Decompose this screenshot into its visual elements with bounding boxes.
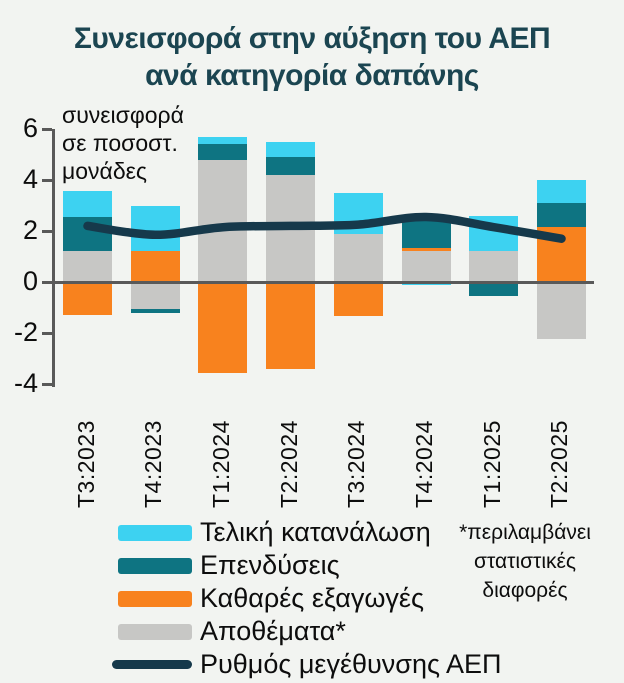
bar-segment bbox=[536, 202, 586, 228]
x-tick-label: T3:2023 bbox=[72, 420, 99, 508]
bar-segment bbox=[536, 282, 586, 340]
y-tick-label: 6 bbox=[22, 113, 38, 143]
x-tick-label: T2:2025 bbox=[546, 420, 573, 508]
bar-segment bbox=[536, 227, 586, 282]
x-tick-label: T3:2024 bbox=[343, 420, 370, 508]
legend-swatch-icon bbox=[118, 590, 192, 607]
x-tick-label: T1:2025 bbox=[478, 420, 505, 508]
bar-segment bbox=[130, 251, 180, 282]
legend: Τελική κατανάλωση Επενδύσεις Καθαρές εξαγω… bbox=[112, 516, 502, 681]
y-tick-label: 0 bbox=[22, 266, 38, 296]
x-tick-label: T2:2024 bbox=[275, 420, 302, 508]
footnote: *περιλαμβάνει στατιστικές διαφορές bbox=[459, 521, 591, 602]
legend-line-swatch-icon bbox=[112, 660, 192, 669]
y-tick-mark bbox=[42, 281, 52, 284]
legend-item: Επενδύσεις bbox=[112, 549, 502, 582]
bar-segment bbox=[536, 180, 586, 203]
x-tick-label: T4:2024 bbox=[411, 420, 438, 508]
bar-segment bbox=[266, 141, 316, 158]
bar-segment bbox=[63, 216, 112, 252]
bar-segment bbox=[469, 215, 519, 252]
x-tick-label: T4:2023 bbox=[140, 420, 167, 508]
bar-segment bbox=[266, 282, 316, 369]
y-tick-mark bbox=[42, 230, 52, 233]
chart-title: Συνεισφορά στην αύξηση του ΑΕΠ ανά κατηγ… bbox=[73, 22, 551, 92]
y-tick-label: 4 bbox=[22, 164, 38, 194]
y-tick-label: -2 bbox=[13, 317, 38, 347]
legend-item: Τελική κατανάλωση bbox=[112, 516, 502, 549]
legend-item: Καθαρές εξαγωγές bbox=[112, 582, 502, 615]
bar-segment bbox=[469, 251, 519, 282]
y-tick-mark bbox=[42, 383, 52, 386]
legend-item-gdp-line: Ρυθμός μεγέθυνσης ΑΕΠ bbox=[112, 648, 502, 681]
bar-segment bbox=[198, 136, 248, 145]
bar-segment bbox=[469, 283, 519, 297]
legend-swatch-icon bbox=[118, 623, 192, 640]
x-tick-label: T1:2024 bbox=[207, 420, 234, 508]
legend-label: Ρυθμός μεγέθυνσης ΑΕΠ bbox=[200, 649, 502, 679]
y-tick-label: 2 bbox=[22, 215, 38, 245]
legend-label: Καθαρές εξαγωγές bbox=[200, 583, 424, 613]
y-tick-mark bbox=[42, 128, 52, 131]
bar-segment bbox=[63, 251, 112, 282]
bar-segment bbox=[333, 233, 383, 282]
bar-segment bbox=[63, 282, 112, 316]
zero-axis-line bbox=[52, 281, 594, 284]
bar-segment bbox=[198, 159, 248, 282]
bar-segment bbox=[266, 157, 316, 175]
bar-segment bbox=[198, 282, 248, 373]
legend-item: Αποθέματα* bbox=[112, 615, 502, 648]
y-tick-label: -4 bbox=[13, 368, 38, 398]
bar-segment bbox=[198, 144, 248, 160]
bar-segment bbox=[333, 282, 383, 317]
bar-segment bbox=[266, 174, 316, 282]
y-axis-line bbox=[52, 129, 55, 387]
y-tick-mark bbox=[42, 179, 52, 182]
legend-label: Επενδύσεις bbox=[200, 550, 340, 580]
bar-segment bbox=[401, 247, 451, 252]
bar-segment bbox=[401, 251, 451, 282]
bar-segment bbox=[130, 308, 180, 313]
bar-segment bbox=[333, 192, 383, 234]
bar-segment bbox=[130, 205, 180, 252]
bar-segment bbox=[401, 215, 451, 248]
legend-swatch-icon bbox=[118, 557, 192, 574]
bar-segment bbox=[63, 191, 112, 217]
legend-swatch-icon bbox=[118, 524, 192, 541]
bar-segment bbox=[130, 282, 180, 309]
y-axis-unit-label: συνεισφορά σε ποσοστ. μονάδες bbox=[62, 102, 184, 184]
y-tick-mark bbox=[42, 332, 52, 335]
legend-label: Αποθέματα* bbox=[200, 616, 346, 646]
legend-label: Τελική κατανάλωση bbox=[200, 517, 431, 547]
